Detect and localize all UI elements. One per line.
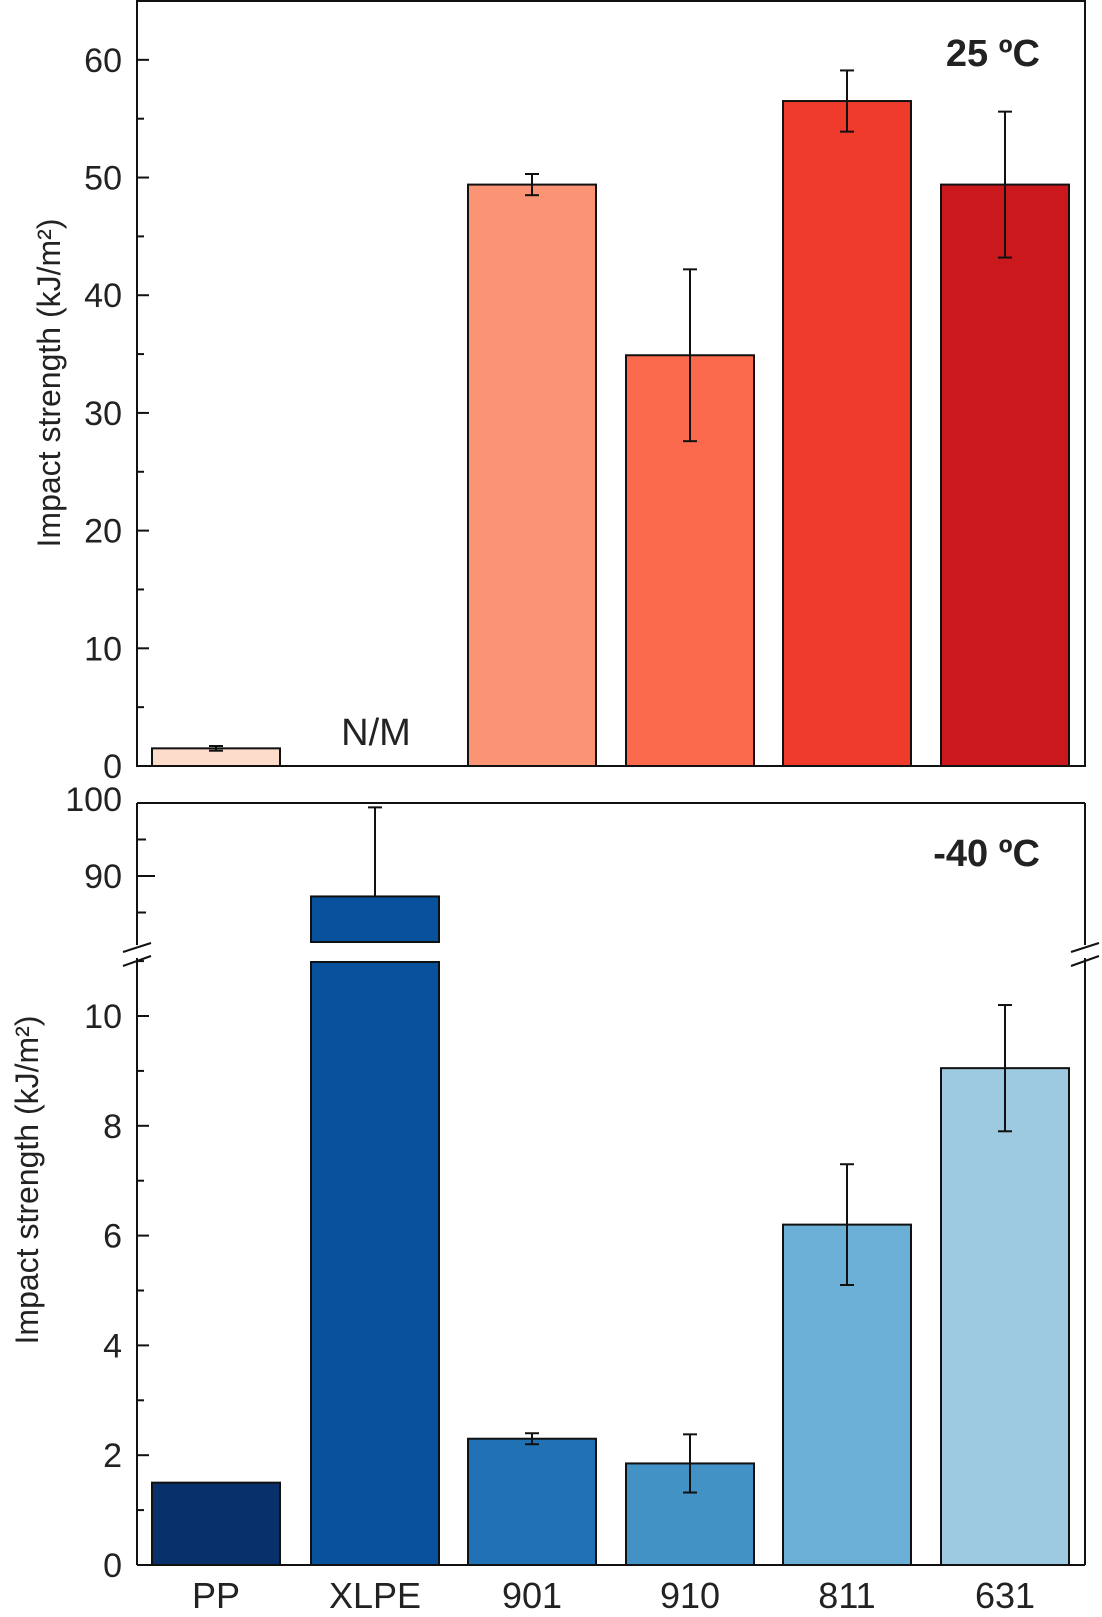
axis-break-mark — [122, 942, 152, 953]
x-tick-label: 901 — [502, 1575, 562, 1612]
bar-631 — [940, 183, 1070, 768]
y-tick-label: 6 — [103, 1218, 122, 1256]
y-tick-label: 40 — [84, 277, 122, 315]
x-tick-label: PP — [192, 1575, 240, 1612]
x-tick-label: 811 — [818, 1575, 875, 1612]
y-axis-label-top: Impact strength (kJ/m²) — [31, 219, 67, 548]
panel-25c: 0 10 20 30 40 50 60 — [84, 0, 1086, 786]
y-tick-label: 8 — [103, 1108, 122, 1146]
y-tick-label: 60 — [84, 42, 122, 80]
y-tick-label: 0 — [103, 748, 122, 786]
axis-break-mark — [1070, 942, 1100, 953]
y-tick-label: 4 — [103, 1327, 122, 1365]
bar-631 — [940, 1067, 1070, 1567]
x-tick-label: XLPE — [329, 1575, 421, 1612]
y-tick-label: 2 — [103, 1437, 122, 1475]
plot-frame — [136, 0, 1086, 767]
y-tick-label: 10 — [84, 998, 122, 1036]
bar-PP — [151, 1481, 281, 1567]
bar-901 — [467, 183, 597, 768]
y-tick-label: 10 — [84, 630, 122, 668]
bar-901 — [467, 1437, 597, 1566]
panel-minus40c: PP XLPE 901 910 811 631 0 2 4 6 8 10 90 100 — [65, 781, 1100, 1616]
axis-break-mark — [122, 955, 152, 967]
x-tick-label: 631 — [975, 1575, 1035, 1612]
y-tick-label: 100 — [65, 781, 122, 819]
y-tick-label: 30 — [84, 395, 122, 433]
not-measured-label: N/M — [341, 712, 411, 754]
bar-XLPE-lower — [310, 961, 440, 1566]
y-axis-label-bottom: Impact strength (kJ/m²) — [9, 1016, 45, 1345]
bar-811 — [782, 100, 912, 768]
panel-title-minus40c: -40 ºC — [933, 833, 1040, 875]
panel-title-25c: 25 ºC — [946, 33, 1040, 75]
y-tick-label: 0 — [103, 1547, 122, 1585]
axis-break-mark — [1070, 955, 1100, 967]
y-tick-label: 20 — [84, 513, 122, 551]
x-tick-label: 910 — [660, 1575, 720, 1612]
y-tick-label: 50 — [84, 160, 122, 198]
y-tick-label: 90 — [84, 858, 122, 896]
bar-XLPE-upper — [310, 895, 440, 944]
